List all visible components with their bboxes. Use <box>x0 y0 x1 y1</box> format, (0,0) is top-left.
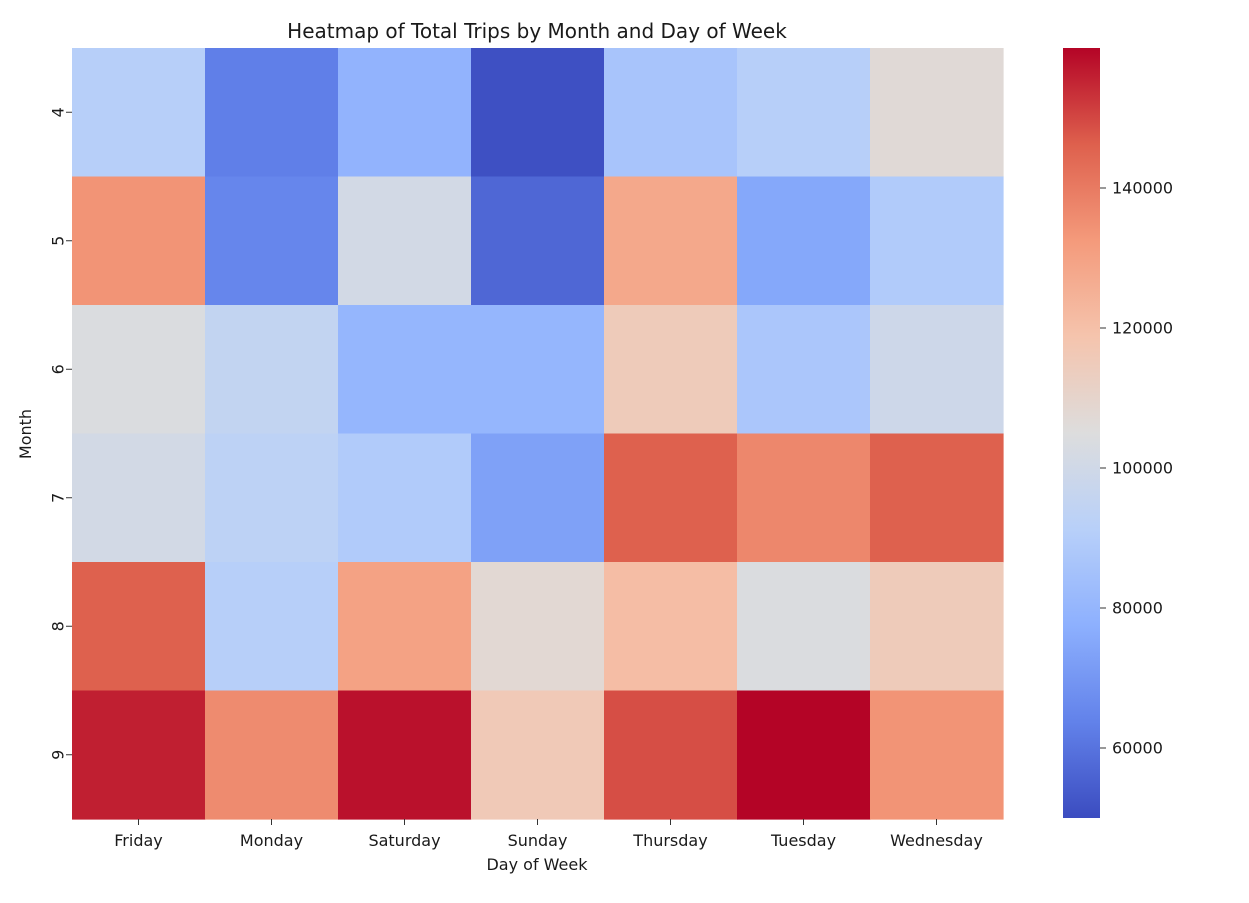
heatmap-cell <box>737 562 871 692</box>
heatmap-cell <box>604 48 738 178</box>
heatmap-cell <box>72 690 206 820</box>
colorbar-tick-label: 140000 <box>1112 179 1173 198</box>
x-tick-label: Thursday <box>632 831 707 850</box>
heatmap-cell <box>338 176 472 306</box>
heatmap-cell <box>870 176 1004 306</box>
heatmap-cell <box>604 562 738 692</box>
y-tick-label: 8 <box>49 621 68 631</box>
heatmap-cell <box>205 176 339 306</box>
heatmap-cell <box>72 176 206 306</box>
x-axis-label: Day of Week <box>486 855 588 874</box>
colorbar <box>1063 48 1100 818</box>
heatmap-cell <box>338 48 472 178</box>
x-tick-label: Tuesday <box>770 831 836 850</box>
x-tick-label: Saturday <box>368 831 440 850</box>
heatmap-cell <box>604 433 738 563</box>
y-tick-label: 6 <box>49 364 68 374</box>
colorbar-tick-label: 60000 <box>1112 739 1163 758</box>
heatmap-cell <box>471 48 605 178</box>
heatmap-cell <box>338 690 472 820</box>
heatmap-cell <box>471 176 605 306</box>
heatmap-cell <box>338 562 472 692</box>
heatmap-cell <box>205 562 339 692</box>
chart-title: Heatmap of Total Trips by Month and Day … <box>287 19 787 43</box>
heatmap-cell <box>737 48 871 178</box>
colorbar-gradient <box>1063 48 1100 818</box>
heatmap-cell <box>604 176 738 306</box>
heatmap-cell <box>604 690 738 820</box>
heatmap-cell <box>870 562 1004 692</box>
heatmap-cell <box>870 690 1004 820</box>
heatmap-cell <box>72 305 206 435</box>
y-tick-label: 9 <box>49 750 68 760</box>
heatmap-cell <box>870 433 1004 563</box>
heatmap-cell <box>72 48 206 178</box>
y-tick-label: 4 <box>49 107 68 117</box>
heatmap-cell <box>471 305 605 435</box>
heatmap-cell <box>205 433 339 563</box>
colorbar-ticks: 60000 80000 100000 120000 140000 <box>1100 179 1173 758</box>
heatmap-cell <box>338 433 472 563</box>
heatmap-cell <box>72 562 206 692</box>
colorbar-tick-label: 100000 <box>1112 459 1173 478</box>
heatmap-cell <box>338 305 472 435</box>
heatmap-cell <box>205 690 339 820</box>
x-axis-ticks: Friday Monday Saturday Sunday Thursday Tuesda… <box>114 819 983 850</box>
heatmap-cell <box>870 305 1004 435</box>
heatmap-cell <box>737 690 871 820</box>
x-tick-label: Friday <box>114 831 163 850</box>
heatmap-cell <box>471 433 605 563</box>
heatmap-cells <box>72 48 1004 820</box>
heatmap-cell <box>471 690 605 820</box>
heatmap-cell <box>737 433 871 563</box>
y-tick-label: 7 <box>49 493 68 503</box>
heatmap-cell <box>205 305 339 435</box>
y-axis-label: Month <box>16 409 35 459</box>
x-tick-label: Sunday <box>508 831 568 850</box>
heatmap-cell <box>72 433 206 563</box>
colorbar-tick-label: 80000 <box>1112 599 1163 618</box>
y-tick-label: 5 <box>49 236 68 246</box>
heatmap-cell <box>205 48 339 178</box>
heatmap-cell <box>737 176 871 306</box>
y-axis-ticks: 4 5 6 7 8 9 <box>49 107 72 760</box>
heatmap-cell <box>870 48 1004 178</box>
colorbar-tick-label: 120000 <box>1112 319 1173 338</box>
heatmap-cell <box>737 305 871 435</box>
heatmap-cell <box>471 562 605 692</box>
heatmap-cell <box>604 305 738 435</box>
x-tick-label: Wednesday <box>890 831 983 850</box>
x-tick-label: Monday <box>240 831 303 850</box>
